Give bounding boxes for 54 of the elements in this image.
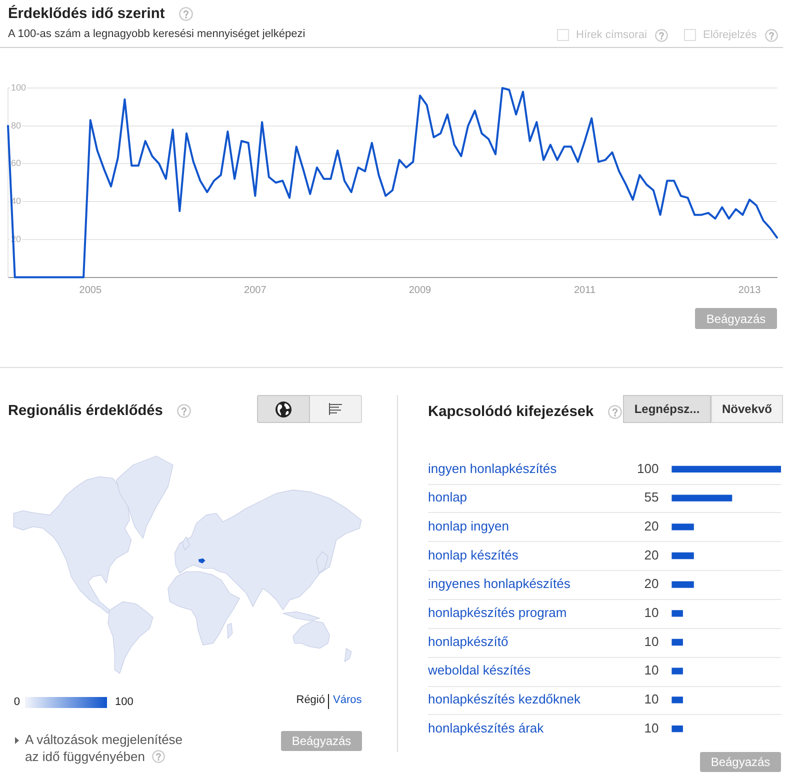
text: 100 — [115, 696, 134, 708]
data-label: 10 — [644, 662, 659, 678]
y-tick-label: 80 — [11, 120, 22, 130]
bar — [672, 696, 683, 704]
y-tick-label: honlap — [428, 490, 468, 505]
y-tick-label: weboldal készítés — [427, 662, 532, 678]
text: Város — [333, 694, 362, 706]
data-label: 100 — [636, 460, 659, 476]
data-label: 20 — [644, 576, 659, 592]
y-tick-label: ingyen honlapkészítés — [428, 460, 558, 476]
data-label: 55 — [644, 490, 659, 505]
data-label: 10 — [644, 720, 659, 736]
y-tick-label: honlap készítés — [428, 547, 519, 562]
y-tick-label: honlapkészítés árak — [428, 720, 544, 736]
y-tick-label: honlap ingyen — [428, 518, 509, 534]
text: A változások megjelenítése az idő függvényében — [25, 732, 183, 764]
chart-title: Érdeklődés idő szerint — [8, 5, 165, 23]
button: Növekvő — [711, 395, 783, 423]
bar — [672, 552, 694, 560]
text: 0 — [14, 696, 20, 708]
button: Beágyazás — [281, 731, 362, 751]
bar — [672, 524, 694, 530]
bar — [672, 610, 683, 617]
x-tick-label: 2009 — [408, 285, 432, 296]
chart-subtitle: A 100-as szám a legnagyobb keresési mennyiséget jelképezi — [8, 28, 306, 40]
data-label: 10 — [644, 634, 659, 649]
text: Kapcsolódó kifejezések — [428, 403, 594, 421]
data-label: 20 — [644, 547, 659, 562]
y-tick-label: 60 — [11, 158, 22, 168]
bar — [672, 494, 732, 502]
bar — [672, 638, 683, 646]
bar — [672, 466, 781, 473]
button: Beágyazás — [700, 752, 781, 772]
data-label: 20 — [644, 518, 659, 534]
x-tick-label: 2013 — [738, 285, 762, 296]
data-label: 10 — [644, 605, 659, 620]
button: Beágyazás — [695, 308, 777, 329]
bar — [672, 668, 683, 674]
button: Legnépsz... — [623, 395, 711, 423]
y-tick-label: ingyenes honlapkészítés — [428, 576, 571, 592]
bar — [672, 581, 694, 588]
y-tick-label: 100 — [11, 82, 26, 92]
text: Hírek címsorai — [576, 29, 647, 41]
bar — [672, 725, 683, 732]
text: Előrejelzés — [703, 29, 757, 41]
data-label: 10 — [644, 692, 659, 707]
x-tick-label: 2005 — [79, 285, 102, 296]
text: Régió — [296, 694, 325, 706]
x-tick-label: 2011 — [574, 285, 596, 296]
text: Regionális érdeklődés — [8, 402, 163, 420]
y-tick-label: honlapkészítés kezdőknek — [428, 692, 581, 707]
y-tick-label: honlapkészítő — [428, 634, 508, 649]
x-tick-label: 2007 — [244, 285, 267, 296]
y-tick-label: honlapkészítés program — [428, 605, 567, 620]
